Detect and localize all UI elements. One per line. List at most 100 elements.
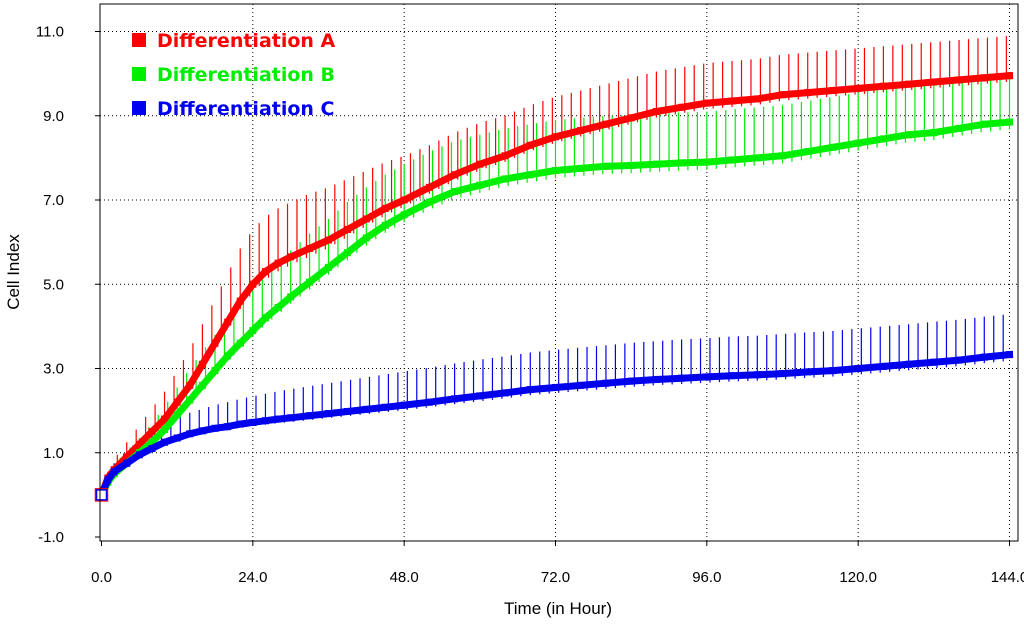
data-point-differentiation-b [451,188,459,196]
data-point-differentiation-b [779,152,786,160]
data-point-differentiation-c [1006,351,1013,359]
data-point-differentiation-a [476,160,484,168]
data-point-differentiation-b [425,198,433,206]
data-point-differentiation-b [476,181,484,189]
data-point-differentiation-c [602,379,610,387]
data-point-differentiation-a [173,398,181,406]
data-point-differentiation-a [1006,72,1013,80]
y-tick-label: 7.0 [43,192,64,209]
data-point-differentiation-b [287,293,295,301]
data-point-differentiation-a [306,244,314,252]
data-point-differentiation-a [287,253,295,261]
data-point-differentiation-a [343,225,351,233]
data-point-differentiation-b [879,135,887,143]
data-point-differentiation-c [161,438,169,446]
data-point-differentiation-b [678,159,686,167]
data-point-differentiation-b [186,396,194,404]
y-axis-title: Cell Index [4,234,23,310]
series-lines [94,71,1014,502]
legend-swatch-differentiation-c [132,101,146,115]
data-point-differentiation-a [627,114,635,122]
data-point-differentiation-a [829,86,837,94]
data-point-differentiation-c [211,424,219,432]
data-point-differentiation-a [400,196,408,204]
data-point-differentiation-b [381,221,389,229]
data-point-differentiation-b [905,131,913,139]
data-point-differentiation-c [728,372,736,380]
data-point-differentiation-b [148,438,156,446]
legend-swatch-differentiation-b [132,67,146,81]
data-point-differentiation-c [652,375,660,383]
data-point-differentiation-a [678,103,686,111]
data-point-differentiation-c [224,423,232,431]
y-tick-label: 9.0 [43,108,64,125]
y-tick-label: -1.0 [38,529,64,546]
data-point-differentiation-b [753,154,761,162]
data-point-differentiation-b [552,167,559,175]
data-point-differentiation-b [306,278,314,286]
data-point-differentiation-a [325,236,332,244]
x-axis-ticks: 0.0 24.0 48.0 72.0 96.0 120.0 144.0 [91,541,1024,586]
data-point-differentiation-c [501,389,509,397]
data-point-differentiation-b [602,162,610,170]
data-point-differentiation-a [362,215,370,223]
data-point-differentiation-b [526,171,534,179]
data-point-differentiation-c [552,383,559,391]
data-point-differentiation-a [161,415,169,423]
data-point-differentiation-a [186,381,194,389]
legend-label-differentiation-a: Differentiation A [157,30,336,52]
data-point-differentiation-c [381,403,389,411]
x-tick-label: 72.0 [541,569,570,586]
data-point-differentiation-c [905,360,913,368]
data-point-differentiation-b [652,160,660,168]
data-point-differentiation-c [476,392,484,400]
y-tick-label: 5.0 [43,276,64,293]
data-point-differentiation-a [198,360,206,368]
data-point-differentiation-b [930,129,938,137]
data-point-differentiation-a [804,89,812,97]
data-point-differentiation-c [980,353,988,361]
y-tick-label: 1.0 [43,445,64,462]
data-point-differentiation-c [274,415,282,423]
data-point-differentiation-a [123,453,131,461]
data-point-differentiation-a [779,91,786,99]
data-point-differentiation-c [930,358,938,366]
data-point-differentiation-c [198,427,206,435]
data-point-differentiation-a [236,297,244,305]
x-tick-label: 96.0 [692,569,721,586]
data-point-differentiation-a [577,126,585,134]
data-point-differentiation-a [703,99,711,107]
data-point-differentiation-c [577,381,585,389]
data-point-differentiation-b [577,164,585,172]
data-point-differentiation-c [451,395,459,403]
data-point-differentiation-c [854,365,862,372]
data-point-differentiation-c [400,401,408,409]
data-point-differentiation-b [501,175,509,183]
data-point-differentiation-c [325,410,332,418]
data-point-differentiation-a [552,133,559,141]
data-point-differentiation-c [703,373,711,381]
data-point-differentiation-b [980,120,988,128]
data-point-differentiation-b [829,143,837,151]
data-point-differentiation-a [451,171,459,179]
data-point-differentiation-c [148,445,156,453]
data-point-differentiation-a [753,95,761,103]
data-point-differentiation-c [110,468,118,476]
data-point-differentiation-a [224,318,232,326]
data-point-differentiation-b [804,148,812,156]
data-point-differentiation-a [879,82,887,90]
data-point-differentiation-c [261,417,269,425]
data-point-differentiation-b [198,381,206,389]
data-point-differentiation-b [362,234,370,242]
data-point-differentiation-a [854,84,862,92]
data-point-differentiation-c [287,414,295,422]
data-point-differentiation-a [955,76,963,84]
y-axis-ticks: -1.0 1.0 3.0 5.0 7.0 9.0 11.0 [36,24,100,546]
data-point-differentiation-b [325,263,332,271]
data-point-differentiation-a [249,280,257,288]
data-point-differentiation-a [501,152,509,160]
data-point-differentiation-a [602,120,610,128]
plot-frame [99,3,1019,542]
y-tick-label: 3.0 [43,361,64,378]
